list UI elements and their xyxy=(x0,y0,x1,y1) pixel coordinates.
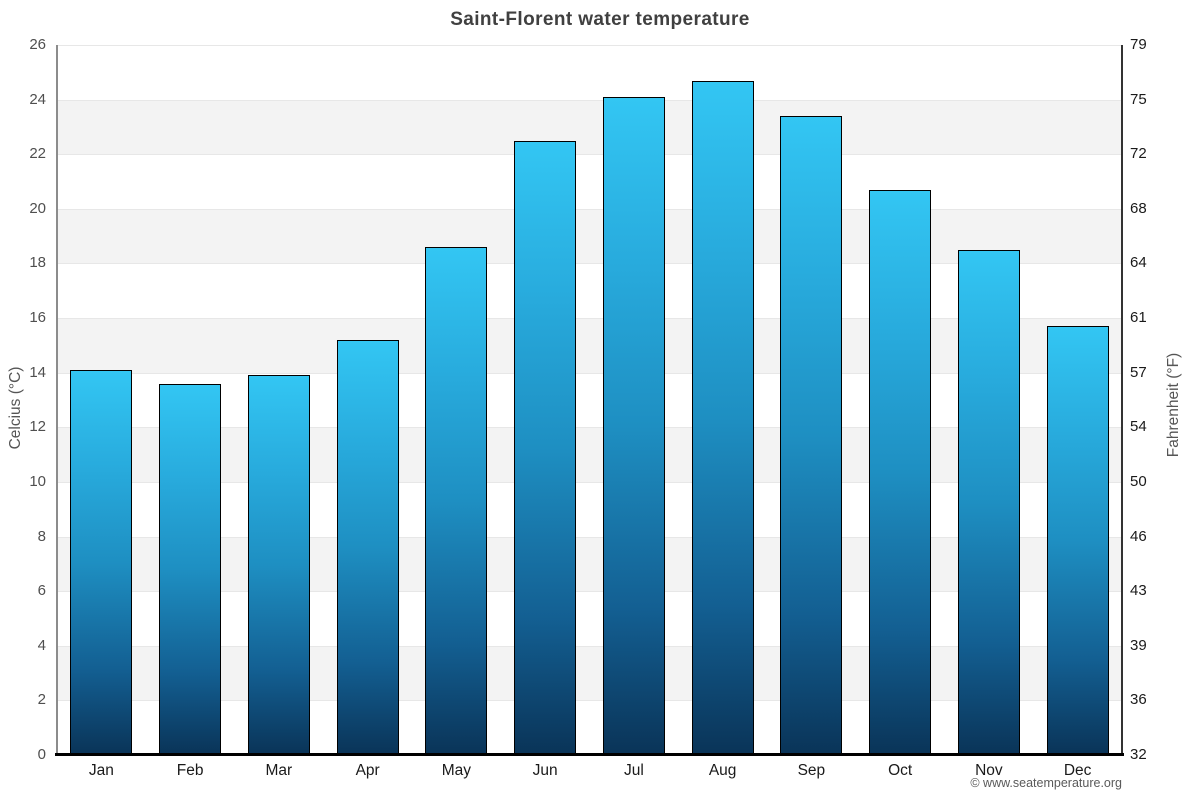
plot-band-10-12 xyxy=(57,427,1122,482)
plot-band-18-20 xyxy=(57,208,1122,264)
y-tick-fahrenheit-54: 54 xyxy=(1130,418,1147,436)
x-tick-sep: Sep xyxy=(797,762,826,779)
plot-band-22-24 xyxy=(57,99,1122,155)
y-tick-fahrenheit-46: 46 xyxy=(1130,527,1147,545)
y-tick-fahrenheit-64: 64 xyxy=(1130,254,1147,272)
plot-band-20-22 xyxy=(57,154,1122,209)
y-tick-celsius-22: 22 xyxy=(29,145,46,163)
y-axis-line-fahrenheit xyxy=(1121,45,1123,756)
plot-band-2-4 xyxy=(57,645,1122,701)
bar-apr[interactable] xyxy=(336,339,399,755)
plot-area xyxy=(57,45,1122,755)
bar-feb[interactable] xyxy=(159,383,222,755)
y-tick-fahrenheit-43: 43 xyxy=(1130,582,1147,600)
plot-band-12-14 xyxy=(57,372,1122,428)
bar-aug[interactable] xyxy=(691,80,754,755)
bar-sep[interactable] xyxy=(780,116,843,755)
x-tick-aug: Aug xyxy=(708,762,737,779)
y-axis-title-celsius: Celcius (°C) xyxy=(7,366,24,450)
y-tick-celsius-18: 18 xyxy=(29,254,46,272)
y-axis-line-celsius xyxy=(56,45,58,756)
y-tick-fahrenheit-36: 36 xyxy=(1130,691,1147,709)
bar-jul[interactable] xyxy=(602,96,665,755)
y-tick-celsius-10: 10 xyxy=(29,472,46,490)
y-tick-fahrenheit-75: 75 xyxy=(1130,90,1147,108)
y-tick-fahrenheit-39: 39 xyxy=(1130,636,1147,654)
y-tick-fahrenheit-79: 79 xyxy=(1130,36,1147,53)
y-tick-celsius-8: 8 xyxy=(37,527,46,545)
plot-band-14-16 xyxy=(57,318,1122,373)
x-tick-jun: Jun xyxy=(532,762,558,779)
x-tick-dec: Dec xyxy=(1063,762,1092,779)
chart-title: Saint-Florent water temperature xyxy=(450,9,750,30)
y-tick-celsius-0: 0 xyxy=(37,746,46,763)
x-tick-oct: Oct xyxy=(888,762,913,779)
y-tick-celsius-6: 6 xyxy=(37,582,46,600)
y-tick-fahrenheit-50: 50 xyxy=(1130,472,1147,490)
bar-mar[interactable] xyxy=(247,375,310,755)
y-tick-celsius-20: 20 xyxy=(29,199,46,217)
x-axis-line xyxy=(55,753,1124,756)
y-tick-fahrenheit-57: 57 xyxy=(1130,363,1147,381)
x-tick-nov: Nov xyxy=(975,762,1003,779)
x-tick-mar: Mar xyxy=(265,762,293,779)
y-tick-celsius-16: 16 xyxy=(29,309,46,327)
x-tick-feb: Feb xyxy=(176,762,204,779)
y-tick-fahrenheit-68: 68 xyxy=(1130,199,1147,217)
y-tick-fahrenheit-32: 32 xyxy=(1130,746,1147,763)
x-tick-jul: Jul xyxy=(623,762,644,779)
x-tick-may: May xyxy=(441,762,472,779)
bar-nov[interactable] xyxy=(957,249,1020,755)
y-tick-celsius-14: 14 xyxy=(29,363,46,381)
bar-jun[interactable] xyxy=(514,140,577,755)
bar-may[interactable] xyxy=(425,247,488,755)
plot-band-4-6 xyxy=(57,591,1122,646)
y-tick-celsius-4: 4 xyxy=(37,636,46,654)
watermark: © www.seatemperature.org xyxy=(970,776,1122,790)
x-tick-apr: Apr xyxy=(355,762,380,779)
y-axis-title-fahrenheit: Fahrenheit (°F) xyxy=(1165,352,1182,458)
y-tick-celsius-24: 24 xyxy=(29,90,46,108)
y-tick-fahrenheit-61: 61 xyxy=(1130,309,1147,327)
plot-band-24-26 xyxy=(57,45,1122,100)
y-tick-celsius-2: 2 xyxy=(37,691,46,709)
bar-oct[interactable] xyxy=(869,189,932,755)
y-tick-celsius-26: 26 xyxy=(29,36,46,53)
bar-dec[interactable] xyxy=(1046,326,1109,755)
y-tick-celsius-12: 12 xyxy=(29,418,46,436)
x-tick-jan: Jan xyxy=(88,762,114,779)
plot-band-0-2 xyxy=(57,700,1122,755)
plot-band-6-8 xyxy=(57,536,1122,592)
plot-band-8-10 xyxy=(57,481,1122,537)
y-tick-fahrenheit-72: 72 xyxy=(1130,145,1147,163)
bar-jan[interactable] xyxy=(70,369,133,755)
plot-band-16-18 xyxy=(57,263,1122,319)
